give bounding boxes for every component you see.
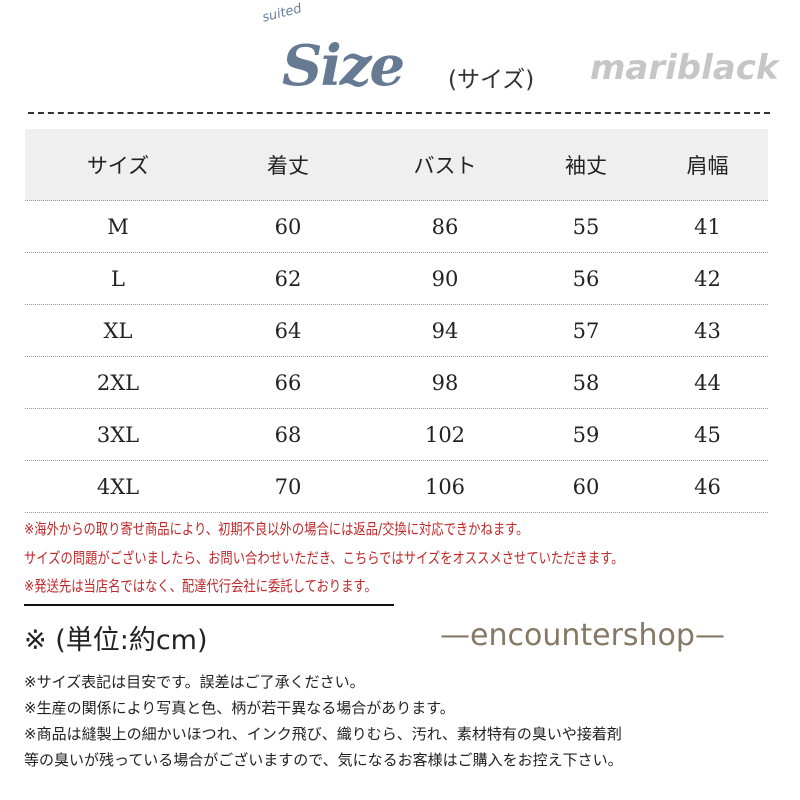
table-cell: 42 <box>694 266 721 291</box>
table-cell: 56 <box>572 266 600 291</box>
column-header: 袖丈 <box>565 153 607 178</box>
unit-label: ※ (単位:約cm) <box>24 625 208 656</box>
note-red: ※海外からの取り寄せ商品により、初期不良以外の場合には返品/交換に対応できかねま… <box>24 520 529 538</box>
table-cell: 62 <box>274 266 302 291</box>
table-cell: 57 <box>572 318 600 343</box>
column-header: 着丈 <box>267 153 309 178</box>
table-cell: 46 <box>694 474 721 499</box>
table-cell: 70 <box>274 474 302 499</box>
table-cell: 45 <box>694 422 721 447</box>
note-red: ※発送先は当店名ではなく、配達代行会社に委託しております。 <box>24 577 377 595</box>
table-cell: 60 <box>274 214 302 239</box>
divider <box>24 604 394 606</box>
table-row: M 60 86 55 41 <box>25 201 768 253</box>
column-header: 肩幅 <box>686 153 729 178</box>
table-cell: 41 <box>694 214 721 239</box>
divider <box>28 112 770 114</box>
table-cell: M <box>107 214 129 239</box>
table-cell: 4XL <box>96 474 140 499</box>
note: 等の臭いが残っている場合がございますので、気になるお客様はご購入をお控え下さい。 <box>24 751 623 769</box>
table-cell: L <box>111 266 125 291</box>
watermark-mari: mariblack <box>590 48 779 88</box>
column-header: バスト <box>413 153 477 178</box>
note: ※商品は縫製上の細かいほつれ、インク飛び、織りむら、汚れ、素材特有の臭いや接着剤 <box>24 725 622 743</box>
table-row: L 62 90 56 42 <box>25 253 768 305</box>
column-header: サイズ <box>86 153 150 178</box>
logo-suited: suited <box>260 1 304 26</box>
size-table: サイズ 着丈 バスト 袖丈 肩幅 M 60 86 55 41 L 62 90 56 42 XL 64 94 57 43… <box>25 129 768 513</box>
table-cell: 43 <box>694 318 721 343</box>
table-cell: 94 <box>431 318 459 343</box>
table-header-row: サイズ 着丈 バスト 袖丈 肩幅 <box>25 129 768 201</box>
table-cell: 55 <box>572 214 600 239</box>
table-cell: 102 <box>424 422 466 447</box>
table-cell: 64 <box>274 318 302 343</box>
table-row: 4XL 70 106 60 46 <box>25 461 768 513</box>
table-cell: 90 <box>431 266 459 291</box>
logo-size: Size <box>282 33 405 99</box>
note: ※サイズ表記は目安です。誤差はご了承ください。 <box>24 673 365 691</box>
table-cell: 44 <box>694 370 721 395</box>
note-red: サイズの問題がございましたら、お問い合わせいただき、こちらではサイズをオススメさ… <box>24 549 624 567</box>
table-cell: XL <box>103 318 133 343</box>
watermark-shop: —encountershop— <box>440 618 725 653</box>
title-subtitle: (サイズ) <box>448 67 535 93</box>
table-cell: 98 <box>431 370 459 395</box>
table-cell: 106 <box>424 474 466 499</box>
table-cell: 3XL <box>96 422 140 447</box>
table-row: 2XL 66 98 58 44 <box>25 357 768 409</box>
table-cell: 58 <box>572 370 600 395</box>
table-row: 3XL 68 102 59 45 <box>25 409 768 461</box>
table-cell: 68 <box>274 422 302 447</box>
table-cell: 2XL <box>96 370 140 395</box>
table-cell: 86 <box>431 214 459 239</box>
table-cell: 66 <box>274 370 302 395</box>
note: ※生産の関係により写真と色、柄が若干異なる場合があります。 <box>24 699 455 717</box>
table-cell: 59 <box>572 422 600 447</box>
table-cell: 60 <box>572 474 600 499</box>
table-row: XL 64 94 57 43 <box>25 305 768 357</box>
